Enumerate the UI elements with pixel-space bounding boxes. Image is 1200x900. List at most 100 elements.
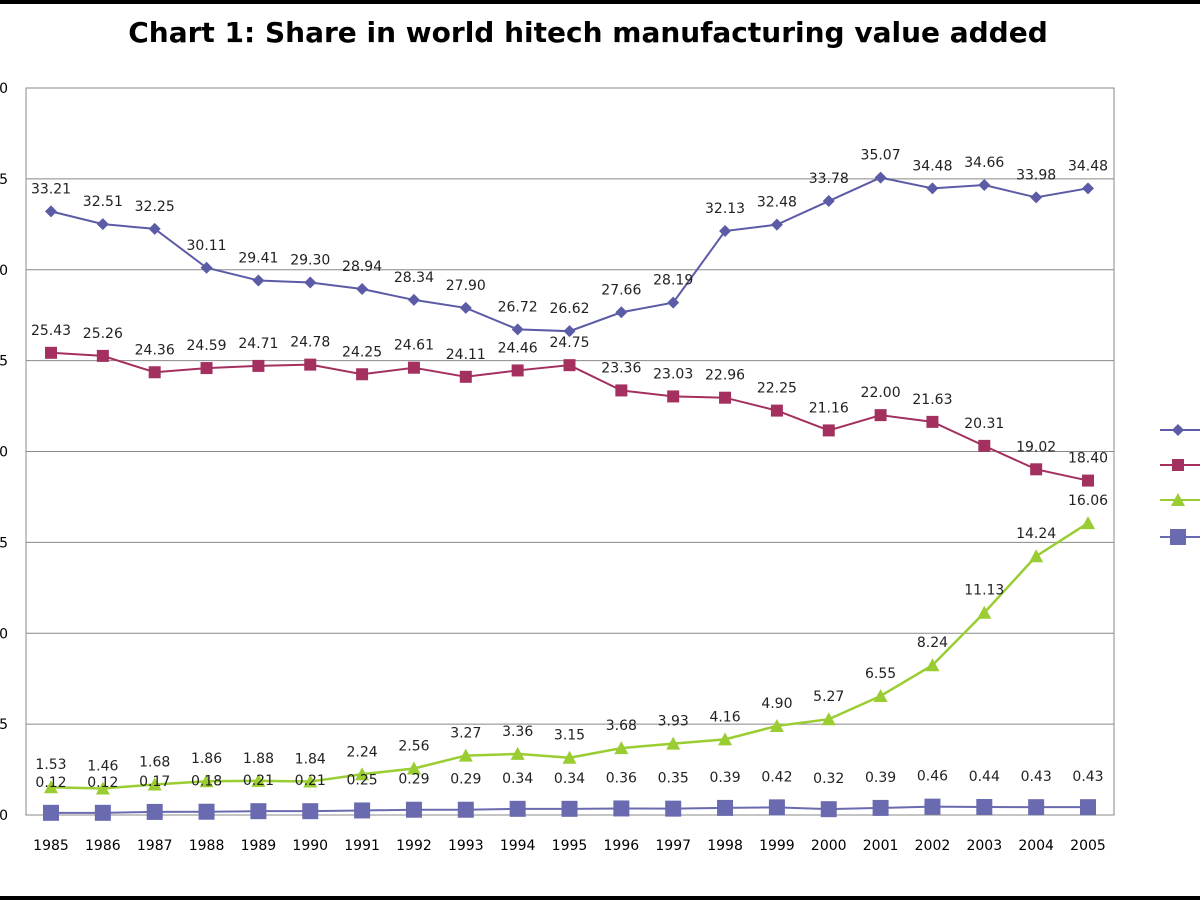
data-label: 0.34 xyxy=(502,771,533,787)
y-tick-label: 10 xyxy=(0,626,8,642)
data-point xyxy=(406,761,421,775)
x-tick-label: 1995 xyxy=(552,838,588,854)
x-tick-label: 1985 xyxy=(33,838,69,854)
legend-marker xyxy=(1170,529,1186,545)
data-label: 11.13 xyxy=(964,583,1004,599)
data-label: 4.16 xyxy=(709,709,740,725)
legend-entry xyxy=(1160,459,1200,471)
data-point xyxy=(717,799,734,816)
data-label: 28.94 xyxy=(342,259,382,275)
data-point xyxy=(1081,516,1095,530)
series-1 xyxy=(45,171,1094,338)
data-point xyxy=(822,195,835,208)
data-point xyxy=(768,799,785,816)
data-label: 0.39 xyxy=(865,770,896,786)
legend-marker xyxy=(1172,459,1184,471)
data-label: 34.66 xyxy=(964,155,1004,171)
data-label: 29.41 xyxy=(238,250,278,266)
data-label: 2.56 xyxy=(398,738,429,754)
legend-entry xyxy=(1160,424,1200,436)
legend-marker xyxy=(1171,493,1185,506)
data-point xyxy=(146,803,163,820)
data-label: 33.21 xyxy=(31,181,71,197)
data-point xyxy=(200,261,213,274)
legend xyxy=(1160,424,1200,545)
data-label: 1.46 xyxy=(87,758,118,774)
data-point xyxy=(719,391,732,404)
x-tick-label: 1990 xyxy=(292,838,328,854)
data-point xyxy=(925,658,940,672)
data-label: 22.96 xyxy=(705,368,745,384)
data-label: 0.17 xyxy=(139,774,170,790)
data-point xyxy=(148,222,161,235)
data-point xyxy=(511,323,524,336)
x-tick-label: 2004 xyxy=(1018,838,1054,854)
data-point xyxy=(356,368,369,381)
data-label: 34.48 xyxy=(1068,158,1108,174)
data-point xyxy=(874,171,887,184)
x-tick-label: 1989 xyxy=(241,838,277,854)
data-point xyxy=(1030,191,1043,204)
data-point xyxy=(615,306,628,319)
data-label: 3.27 xyxy=(450,726,481,742)
x-tick-label: 2002 xyxy=(915,838,951,854)
data-label: 0.35 xyxy=(658,771,689,787)
data-point xyxy=(1080,799,1096,816)
data-point xyxy=(407,293,420,306)
x-tick-label: 1994 xyxy=(500,838,536,854)
data-point xyxy=(665,800,682,817)
data-point xyxy=(355,767,370,781)
data-point xyxy=(147,777,162,791)
data-label: 32.25 xyxy=(135,199,175,215)
legend-entry xyxy=(1160,529,1200,545)
data-point xyxy=(561,800,578,817)
data-label: 26.72 xyxy=(498,299,538,315)
data-label: 3.68 xyxy=(606,718,637,734)
data-label: 30.11 xyxy=(187,238,227,254)
data-point xyxy=(562,750,577,764)
data-label: 1.84 xyxy=(295,752,326,768)
data-point xyxy=(1082,182,1094,195)
data-point xyxy=(356,283,369,296)
x-axis-ticks: 1985 1986 1987 1988 1989 1990 1991 1992 1993 1994… xyxy=(33,838,1106,854)
data-point xyxy=(873,688,888,702)
data-label: 24.11 xyxy=(446,347,486,363)
data-point xyxy=(148,366,161,379)
data-label: 23.36 xyxy=(601,360,641,376)
data-label: 0.29 xyxy=(398,772,429,788)
data-point xyxy=(252,359,265,372)
data-label: 3.93 xyxy=(658,714,689,730)
data-label: 18.40 xyxy=(1068,451,1108,467)
data-point xyxy=(563,325,576,338)
data-point xyxy=(96,218,109,231)
data-label: 14.24 xyxy=(1016,526,1056,542)
chart-title: Chart 1: Share in world hitech manufactu… xyxy=(128,16,1048,49)
data-point xyxy=(1028,799,1045,816)
data-point xyxy=(45,346,57,359)
data-point xyxy=(458,748,473,762)
data-label: 24.25 xyxy=(342,344,382,360)
data-point xyxy=(407,361,420,374)
data-point xyxy=(1029,549,1044,563)
y-tick-label: 25 xyxy=(0,354,8,370)
data-label: 0.12 xyxy=(35,775,66,791)
data-label: 4.90 xyxy=(761,696,792,712)
y-axis-ticks: 0 5 10 15 20 25 30 35 40 xyxy=(0,81,8,824)
data-label: 22.25 xyxy=(757,381,797,397)
data-label: 34.48 xyxy=(912,158,952,174)
data-label: 0.43 xyxy=(1072,769,1103,785)
data-label: 24.75 xyxy=(549,335,589,351)
data-point xyxy=(769,718,784,732)
data-label: 29.30 xyxy=(290,252,330,268)
x-tick-label: 1997 xyxy=(655,838,691,854)
data-label: 0.12 xyxy=(87,775,118,791)
data-point xyxy=(924,798,941,815)
data-label: 0.34 xyxy=(554,771,585,787)
data-point xyxy=(1082,474,1094,487)
x-tick-label: 1987 xyxy=(137,838,173,854)
data-label: 21.63 xyxy=(912,392,952,408)
x-tick-label: 1988 xyxy=(189,838,225,854)
data-point xyxy=(405,801,422,818)
